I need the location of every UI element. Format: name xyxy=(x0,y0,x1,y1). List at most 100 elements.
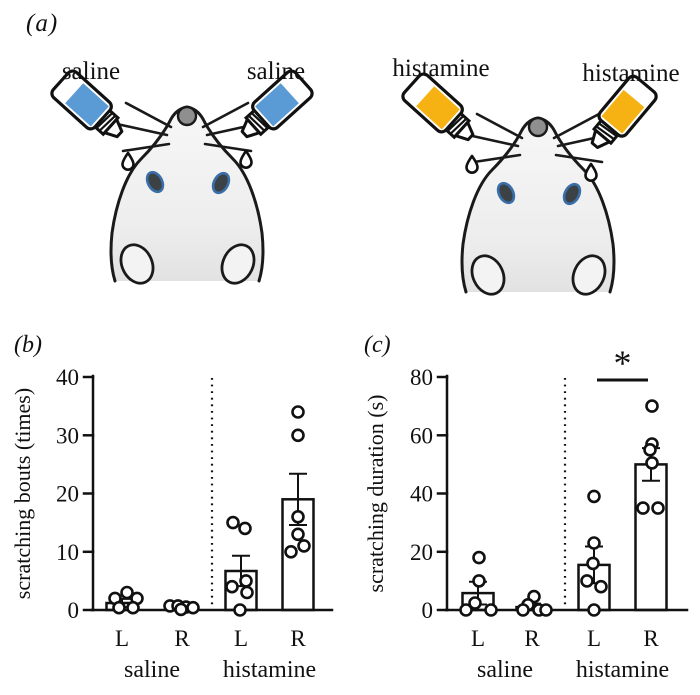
data-point xyxy=(516,603,530,617)
mouse-left-ear xyxy=(496,181,516,205)
mouse-nose xyxy=(176,105,198,127)
data-point xyxy=(587,536,601,550)
y-tick-label: 80 xyxy=(410,365,433,390)
dropper-tip xyxy=(240,117,261,139)
data-point xyxy=(112,600,126,615)
data-point xyxy=(126,600,140,615)
data-point xyxy=(240,585,254,600)
y-tick-label: 40 xyxy=(56,365,79,390)
data-point xyxy=(580,574,594,588)
data-point xyxy=(594,579,608,594)
y-tick-label: 10 xyxy=(56,540,79,565)
data-point xyxy=(587,603,601,617)
y-tick-label: 0 xyxy=(422,598,434,623)
data-point xyxy=(484,603,498,617)
x-tick-label: L xyxy=(234,626,248,651)
data-point xyxy=(468,596,482,610)
y-axis-title: scratching duration (s) xyxy=(363,395,388,593)
mouse-left-foot xyxy=(119,243,155,285)
data-point xyxy=(238,521,252,536)
data-point xyxy=(225,579,239,594)
whisker xyxy=(554,153,604,164)
histamine-mouse-scene: histamine histamine xyxy=(392,55,680,296)
bar-histamine-R xyxy=(634,463,668,612)
mouse-illustration xyxy=(460,112,616,296)
dropper-tip xyxy=(103,117,124,139)
group-label-histamine: histamine xyxy=(223,657,316,683)
mouse-right-ear xyxy=(562,182,582,206)
y-tick-label: 30 xyxy=(56,423,79,448)
data-point xyxy=(233,603,247,617)
data-point xyxy=(291,527,305,542)
whisker xyxy=(121,142,171,153)
mouse-body xyxy=(111,107,263,281)
x-tick-label: L xyxy=(471,626,485,651)
liquid-drop xyxy=(239,149,253,169)
data-point xyxy=(291,428,305,443)
panel-label: (c) xyxy=(364,332,391,358)
whisker xyxy=(203,142,253,153)
y-tick-label: 20 xyxy=(56,482,79,507)
x-tick-label: R xyxy=(174,626,190,651)
x-tick-label: L xyxy=(115,626,129,651)
liquid-drop xyxy=(465,154,479,174)
chart-scratching-duration: (c) scratching duration (s) 0 20 40 60 80 L R L Rs… xyxy=(363,332,689,683)
liquid-drop xyxy=(584,162,598,182)
whisker xyxy=(115,122,169,137)
x-tick-label: L xyxy=(587,626,601,651)
left-bottle-label: saline xyxy=(62,58,120,85)
data-point xyxy=(651,501,665,515)
data-point xyxy=(291,510,305,524)
data-point xyxy=(291,405,305,419)
data-point xyxy=(472,550,486,565)
data-point xyxy=(472,574,486,588)
data-point xyxy=(539,603,553,617)
whisker xyxy=(124,101,173,129)
chart-scratching-bouts: (b) scratching bouts (times) 0 10 20 30 40 L R L R… xyxy=(10,332,334,683)
data-point xyxy=(645,456,659,470)
data-point xyxy=(186,600,200,615)
bottle-liquid xyxy=(601,89,645,134)
group-label-histamine: histamine xyxy=(576,657,669,683)
dropper-bottle xyxy=(590,74,658,150)
right-bottle-label: saline xyxy=(247,58,305,85)
dropper-bottle xyxy=(50,69,124,139)
liquid-drop xyxy=(121,151,135,171)
bottle-liquid xyxy=(65,83,109,127)
mouse-body xyxy=(462,118,614,292)
dropper-tip xyxy=(454,120,475,142)
data-point xyxy=(586,556,600,571)
data-point xyxy=(174,602,188,617)
y-axis-title: scratching bouts (times) xyxy=(10,388,35,599)
y-tick-label: 0 xyxy=(68,598,80,623)
x-tick-label: R xyxy=(524,626,540,651)
dropper-tip xyxy=(590,128,611,150)
y-tick-label: 20 xyxy=(410,540,433,565)
dropper-bottle xyxy=(240,69,314,139)
x-tick-label: R xyxy=(290,626,306,651)
mouse-illustration xyxy=(109,101,265,285)
data-point xyxy=(643,443,657,457)
group-label-saline: saline xyxy=(124,657,180,683)
right-bottle-label: histamine xyxy=(582,60,679,87)
mouse-right-ear xyxy=(211,171,231,195)
bottle-liquid xyxy=(416,86,460,130)
whisker xyxy=(475,112,524,140)
mouse-right-foot xyxy=(571,254,607,296)
data-point xyxy=(587,489,601,504)
data-point xyxy=(120,585,134,600)
data-point xyxy=(226,515,240,530)
panel-label: (b) xyxy=(14,332,42,358)
panel-a-label: (a) xyxy=(26,10,59,37)
data-point xyxy=(239,574,253,588)
data-point xyxy=(297,539,311,553)
dropper-bottle xyxy=(401,72,475,142)
data-point xyxy=(636,501,650,515)
x-tick-label: R xyxy=(643,626,659,651)
mouse-nose xyxy=(527,116,549,138)
group-label-saline: saline xyxy=(477,657,533,683)
whisker xyxy=(466,133,520,148)
whisker xyxy=(552,112,601,140)
significance-asterisk: * xyxy=(614,343,632,383)
